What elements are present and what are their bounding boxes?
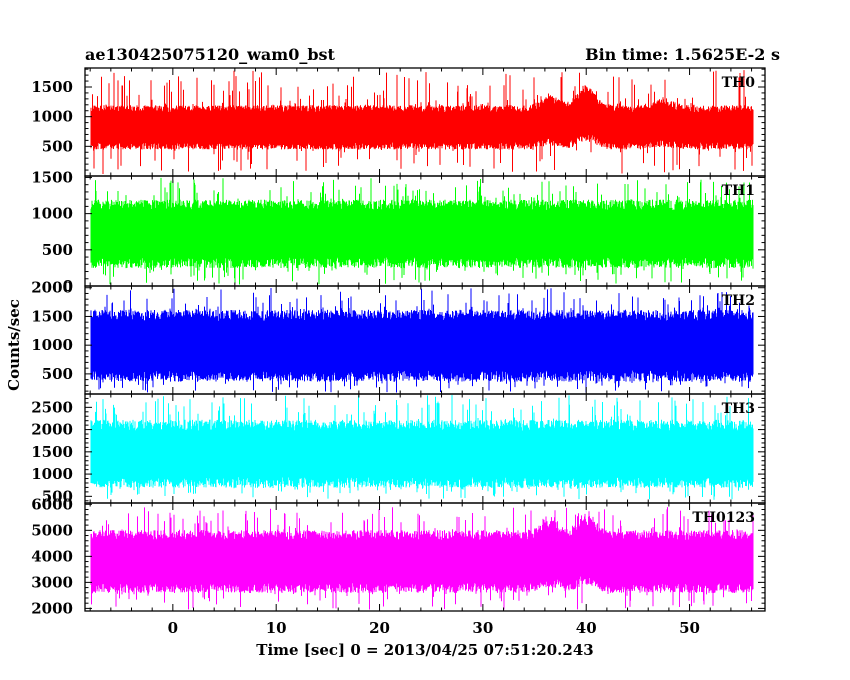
y-tick-label: 1000 [31, 336, 73, 354]
x-axis-title: Time [sec] 0 = 2013/04/25 07:51:20.243 [256, 641, 593, 659]
series-line-th1 [90, 177, 754, 285]
y-tick-label: 1000 [31, 108, 73, 126]
x-tick-label: 20 [369, 619, 390, 637]
y-tick-label: 2500 [31, 398, 73, 416]
panel-label: TH3 [722, 401, 755, 417]
y-tick-label: 500 [42, 487, 73, 505]
panel-label: TH1 [722, 183, 755, 199]
series-line-th2 [90, 288, 754, 393]
panel-stack: 500 1000 1500 TH0 0 500 1000 1500 TH1 500 1000 1500… [31, 67, 766, 617]
x-tick-label: 40 [576, 619, 597, 637]
y-tick-label: 2000 [31, 599, 73, 617]
panel-label: TH2 [722, 293, 755, 309]
y-tick-label: 4000 [31, 547, 73, 565]
y-tick-label: 5000 [31, 521, 73, 539]
panel-th2: 500 1000 1500 2000 TH2 [31, 279, 766, 395]
x-tick-label: 0 [168, 619, 178, 637]
y-tick-label: 1000 [31, 465, 73, 483]
y-tick-label: 3000 [31, 573, 73, 591]
y-tick-label: 1500 [31, 78, 73, 96]
y-tick-label: 500 [42, 241, 73, 259]
y-tick-label: 500 [42, 365, 73, 383]
x-tick-label: 50 [679, 619, 700, 637]
bin-time-label: Bin time: 1.5625E-2 s [585, 45, 780, 64]
y-tick-label: 1500 [31, 307, 73, 325]
figure-title: ae130425075120_wam0_bst [85, 45, 336, 64]
x-axis: 0 10 20 30 40 50 [168, 619, 700, 637]
y-tick-label: 500 [42, 137, 73, 155]
x-tick-label: 10 [266, 619, 287, 637]
panel-th3: 500 1000 1500 2000 2500 TH3 [31, 393, 766, 505]
y-tick-label: 1500 [31, 168, 73, 186]
panel-th0123: 2000 3000 4000 5000 6000 TH0123 [31, 495, 766, 617]
y-tick-label: 0 [63, 277, 73, 295]
panel-th0: 500 1000 1500 TH0 [31, 67, 766, 177]
panel-label: TH0123 [692, 510, 755, 526]
y-tick-label: 1500 [31, 443, 73, 461]
panel-label: TH0 [722, 75, 756, 91]
y-tick-label: 2000 [31, 421, 73, 439]
series-line-th0 [90, 70, 754, 174]
series-line-th3 [90, 395, 754, 500]
x-tick-label: 30 [472, 619, 493, 637]
y-tick-label: 6000 [31, 495, 73, 513]
y-tick-label: 2000 [31, 279, 73, 297]
series-line-th0123 [90, 507, 754, 610]
y-tick-label: 1000 [31, 205, 73, 223]
panel-frame [84, 502, 766, 612]
y-axis-title: Counts/sec [5, 299, 23, 391]
panel-th1: 0 500 1000 1500 TH1 [31, 168, 766, 295]
